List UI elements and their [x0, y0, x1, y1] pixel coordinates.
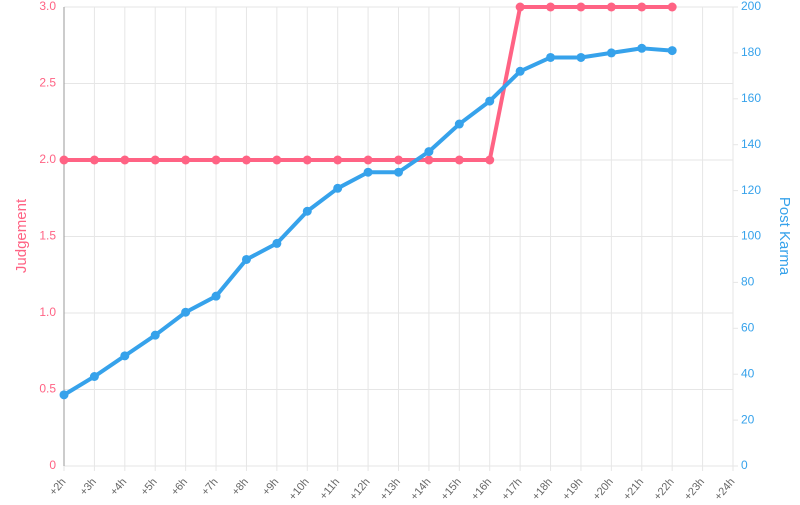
- y2-tick-label: 60: [741, 320, 755, 334]
- point: [394, 167, 403, 177]
- y-tick-label: 1.5: [39, 229, 56, 243]
- point: [302, 155, 312, 165]
- point: [576, 52, 586, 62]
- point: [515, 2, 525, 12]
- point: [637, 2, 647, 12]
- x-tick-label: +6h: [169, 476, 190, 498]
- x-tick-label: +19h: [560, 476, 585, 500]
- x-tick-label: +13h: [378, 476, 403, 500]
- y2-tick-label: 180: [741, 45, 761, 59]
- x-tick-label: +16h: [469, 476, 494, 500]
- x-tick-label: +5h: [139, 476, 160, 498]
- point: [241, 254, 251, 264]
- point: [89, 155, 99, 165]
- y2-tick-label: 0: [741, 458, 748, 472]
- point: [424, 155, 434, 165]
- y-tick-label: 1.0: [39, 305, 56, 319]
- y-tick-label: 3.0: [39, 0, 56, 13]
- point: [89, 371, 99, 381]
- point: [120, 351, 130, 361]
- x-tick-label: +10h: [287, 476, 312, 500]
- point: [272, 155, 282, 165]
- y2-tick-label: 120: [741, 183, 761, 197]
- point: [333, 155, 343, 165]
- x-tick-label: +15h: [439, 476, 464, 500]
- x-tick-label: +8h: [230, 476, 251, 498]
- point: [150, 330, 160, 340]
- y-axis-title: Judgement: [13, 198, 30, 273]
- y2-tick-label: 20: [741, 412, 755, 426]
- x-tick-label: +22h: [652, 476, 677, 500]
- point: [546, 52, 556, 62]
- point: [302, 206, 312, 216]
- point: [272, 238, 282, 248]
- point: [485, 96, 495, 106]
- y-tick-label: 0.5: [39, 382, 56, 396]
- y2-axis-title: Post Karma: [776, 197, 793, 276]
- point: [241, 155, 251, 165]
- x-tick-label: +20h: [591, 476, 616, 500]
- x-tick-label: +23h: [682, 476, 707, 500]
- point: [667, 2, 677, 12]
- point: [59, 390, 69, 400]
- point: [606, 48, 616, 58]
- y-tick-label: 2.5: [39, 76, 56, 90]
- point: [424, 147, 434, 157]
- x-tick-label: +17h: [500, 476, 525, 500]
- x-tick-label: +18h: [530, 476, 555, 500]
- y2-tick-label: 100: [741, 229, 761, 243]
- point: [120, 155, 130, 165]
- x-tick-label: +3h: [78, 476, 99, 498]
- point: [546, 2, 556, 12]
- point: [637, 43, 647, 53]
- x-tick-label: +9h: [260, 476, 281, 498]
- point: [454, 155, 464, 165]
- point: [181, 307, 191, 317]
- x-tick-label: +2h: [47, 476, 68, 498]
- point: [667, 46, 677, 56]
- point: [363, 167, 373, 177]
- y2-tick-label: 140: [741, 137, 761, 151]
- x-tick-label: +12h: [347, 476, 372, 500]
- point: [606, 2, 616, 12]
- y2-tick-label: 80: [741, 275, 755, 289]
- y-tick-label: 0: [49, 458, 56, 472]
- point: [181, 155, 191, 165]
- y2-tick-label: 160: [741, 91, 761, 105]
- y-tick-label: 2.0: [39, 152, 56, 166]
- x-tick-label: +21h: [621, 476, 646, 500]
- y2-tick-label: 200: [741, 0, 761, 13]
- point: [211, 155, 221, 165]
- point: [59, 155, 69, 165]
- x-tick-label: +24h: [712, 476, 737, 500]
- point: [363, 155, 373, 165]
- point: [454, 119, 464, 129]
- x-tick-label: +7h: [199, 476, 220, 498]
- point: [576, 2, 586, 12]
- point: [333, 183, 343, 193]
- point: [211, 291, 221, 301]
- point: [394, 155, 403, 165]
- point: [515, 66, 525, 76]
- x-tick-label: +11h: [318, 476, 343, 500]
- x-tick-label: +4h: [108, 476, 129, 498]
- point: [485, 155, 495, 165]
- y2-tick-label: 40: [741, 366, 755, 380]
- x-tick-label: +14h: [408, 476, 433, 500]
- point: [150, 155, 160, 165]
